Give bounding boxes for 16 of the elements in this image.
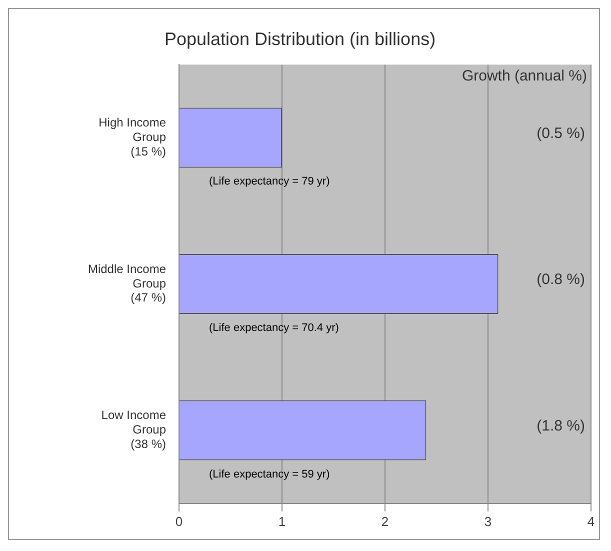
x-tick-label: 3 xyxy=(484,514,492,529)
x-tick-label: 2 xyxy=(381,514,389,529)
annotation: (0.8 %) xyxy=(536,271,585,288)
chart-title: Population Distribution (in billions) xyxy=(164,28,436,49)
x-tick-label: 4 xyxy=(587,514,595,529)
y-tick-label: Middle Income Group (47 %) xyxy=(88,262,166,305)
x-tick-label: 0 xyxy=(175,514,183,529)
annotation: (Life expectancy = 59 yr) xyxy=(209,468,330,480)
annotation: (Life expectancy = 79 yr) xyxy=(209,176,330,188)
y-tick-label: Low Income Group (38 %) xyxy=(101,408,166,451)
annotation: Growth (annual %) xyxy=(462,68,587,85)
y-tick-label: High Income Group (15 %) xyxy=(98,116,166,158)
annotation: (0.5 %) xyxy=(536,124,585,142)
annotation: (1.8 %) xyxy=(536,417,585,434)
annotation: (Life expectancy = 70.4 yr) xyxy=(209,322,339,334)
x-tick-label: 1 xyxy=(278,514,286,529)
